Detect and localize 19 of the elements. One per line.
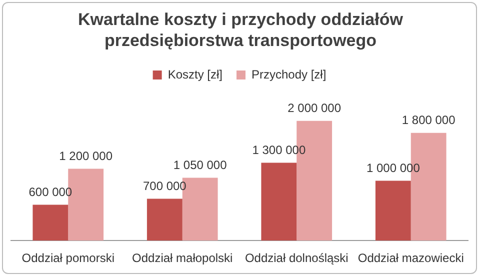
bar bbox=[261, 162, 297, 241]
data-label: 700 000 bbox=[142, 179, 187, 194]
legend-label: Przychody [zł] bbox=[251, 67, 326, 82]
data-label: 1 000 000 bbox=[366, 161, 420, 176]
legend-label: Koszty [zł] bbox=[168, 67, 223, 82]
bar bbox=[32, 204, 68, 241]
bar bbox=[375, 180, 411, 241]
data-label: 1 200 000 bbox=[59, 149, 113, 164]
x-tick-label: Oddział pomorski bbox=[22, 251, 114, 266]
x-tick-label: Oddział małopolski bbox=[132, 251, 233, 266]
data-label: 1 800 000 bbox=[402, 113, 456, 128]
data-label: 1 300 000 bbox=[252, 143, 306, 158]
x-tick-label: Oddział dolnośląski bbox=[244, 251, 348, 266]
data-label: 2 000 000 bbox=[288, 101, 342, 116]
bar bbox=[146, 198, 182, 241]
x-tick-label: Oddział mazowiecki bbox=[358, 251, 464, 266]
chart-title: Kwartalne koszty i przychody oddziałów przedsiębiorstwa transportowego bbox=[77, 9, 404, 51]
data-label: 1 050 000 bbox=[173, 158, 228, 172]
data-label: 600 000 bbox=[28, 185, 72, 200]
